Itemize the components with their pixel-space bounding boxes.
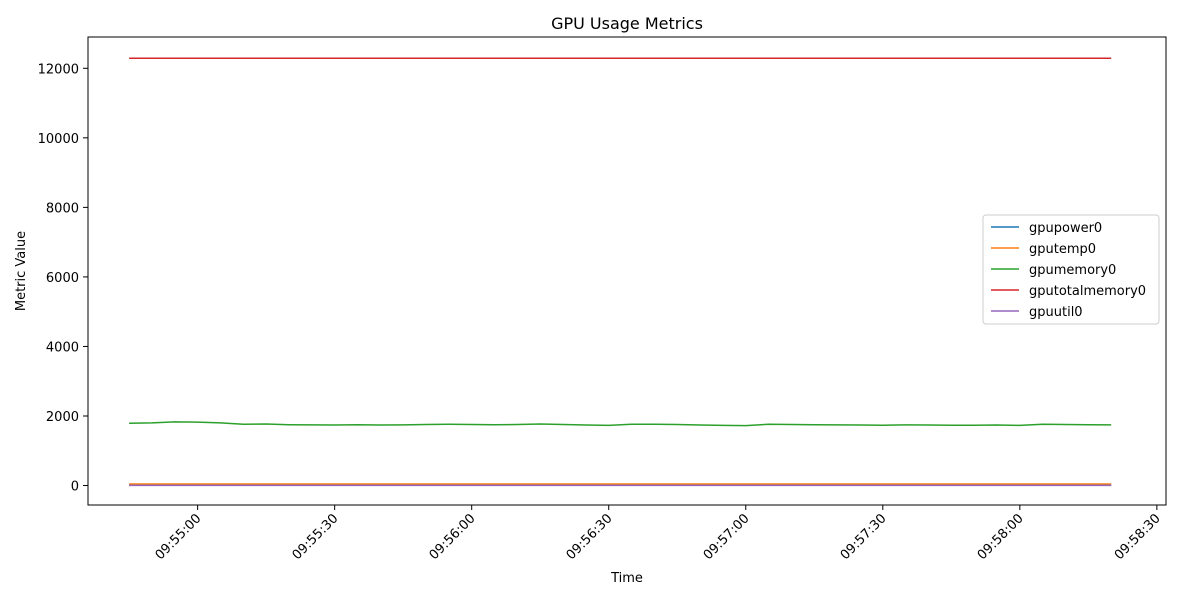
y-tick-label: 4000: [46, 340, 79, 355]
x-tick-label: 09:58:30: [1112, 511, 1164, 563]
x-axis-title: Time: [610, 571, 643, 586]
y-axis: 0 2000 4000 6000 8000 10000 12000: [38, 62, 88, 495]
plot-frame: [87, 36, 1167, 506]
x-tick-label: 09:56:30: [564, 511, 616, 563]
legend-label-gpumemory0: gpumemory0: [1029, 263, 1116, 278]
x-tick-label: 09:57:00: [701, 511, 753, 563]
y-tick-label: 0: [71, 480, 79, 495]
y-axis-title: Metric Value: [14, 231, 29, 311]
legend-label-gputotalmemory0: gputotalmemory0: [1029, 284, 1146, 299]
legend-label-gpuutil0: gpuutil0: [1029, 305, 1083, 320]
x-tick-label: 09:55:00: [153, 511, 205, 563]
series-line-gpumemory0: [129, 421, 1112, 427]
legend-label-gputemp0: gputemp0: [1029, 242, 1096, 257]
y-tick-label: 6000: [46, 271, 79, 286]
x-axis: 09:55:00 09:55:30 09:56:00 09:56:30 09:57:00…: [153, 505, 1164, 563]
x-tick-label: 09:57:30: [838, 511, 890, 563]
x-tick-label: 09:58:00: [975, 511, 1027, 563]
y-tick-label: 8000: [46, 201, 79, 216]
plot-series: [129, 57, 1112, 487]
y-tick-label: 2000: [46, 410, 79, 425]
x-tick-label: 09:55:30: [290, 511, 342, 563]
legend-box: [982, 214, 1160, 325]
legend-label-gpupower0: gpupower0: [1029, 221, 1102, 236]
y-tick-label: 10000: [38, 132, 79, 147]
y-tick-label: 12000: [38, 62, 79, 77]
x-tick-label: 09:56:00: [427, 511, 479, 563]
legend: gpupower0 gputemp0 gpumemory0 gputotalmemor…: [982, 214, 1160, 325]
chart-title: GPU Usage Metrics: [551, 14, 703, 33]
